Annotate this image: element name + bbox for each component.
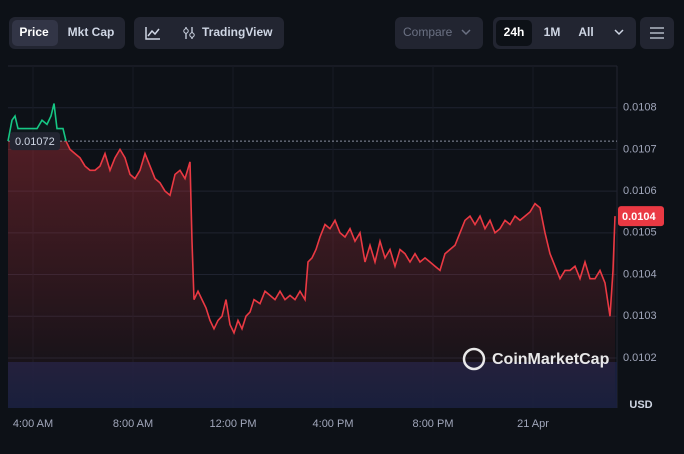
compare-button[interactable]: Compare: [403, 25, 453, 39]
tradingview-button[interactable]: TradingView: [202, 25, 273, 39]
x-tick-label: 8:00 AM: [113, 418, 153, 430]
y-tick-label: 0.0105: [623, 227, 657, 239]
y-tick-label: 0.0107: [623, 143, 657, 155]
tab[interactable]: Mkt Cap: [68, 25, 115, 39]
tab-active[interactable]: [12, 20, 58, 46]
y-tick-label: 0.0106: [623, 185, 657, 197]
tv-icon: [189, 32, 195, 38]
x-tick-label: 4:00 AM: [13, 418, 53, 430]
y-tick-label: 0.0108: [623, 102, 657, 114]
x-tick-label: 21 Apr: [517, 418, 549, 430]
y-tick-label: 0.0104: [623, 268, 657, 280]
chevron[interactable]: [614, 29, 624, 36]
watermark-logo: [462, 347, 486, 371]
y-tick-label: 0.0102: [623, 352, 657, 364]
last-price: 0.0104: [622, 211, 657, 223]
settings-icon[interactable]: [650, 27, 664, 39]
baseline-tag: [10, 132, 60, 151]
tv-icon: [183, 28, 189, 34]
chevron: [461, 29, 471, 36]
plot: [7, 103, 617, 408]
last-price-tag: [618, 206, 664, 227]
x-tick-label: 4:00 PM: [313, 418, 354, 430]
x-tick-label: 8:00 PM: [413, 418, 454, 430]
area-down: [8, 141, 615, 408]
line-icon[interactable]: [145, 27, 160, 40]
range[interactable]: 24h: [504, 25, 525, 39]
range[interactable]: All: [578, 25, 593, 39]
tool-group: [134, 17, 284, 49]
watermark: CoinMarketCap: [492, 351, 610, 368]
range-active[interactable]: [496, 20, 532, 46]
tab[interactable]: Price: [19, 25, 49, 39]
price-line: [7, 141, 616, 336]
range[interactable]: 1M: [544, 25, 561, 39]
baseline-label: 0.01072: [15, 136, 55, 148]
currency: USD: [629, 399, 652, 411]
x-tick-label: 12:00 PM: [209, 418, 256, 430]
y-tick-label: 0.0103: [623, 310, 657, 322]
compare-box[interactable]: [395, 17, 483, 49]
